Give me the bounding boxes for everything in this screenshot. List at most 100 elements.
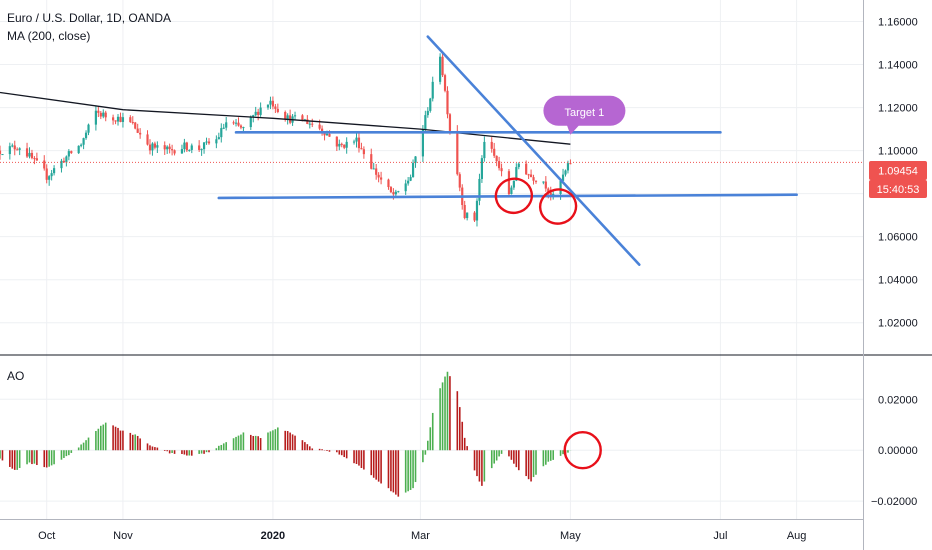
candle-body: [338, 143, 341, 147]
candle-body: [335, 136, 338, 147]
candle-body: [318, 124, 321, 129]
ao-axis[interactable]: 0.02000 0.00000 −0.02000: [871, 394, 918, 508]
candle-body: [345, 141, 348, 148]
candle-body: [65, 156, 68, 163]
candle-body: [495, 155, 498, 162]
candle-body: [517, 163, 520, 168]
candle-body: [266, 104, 270, 108]
candle-body: [148, 144, 152, 151]
candle-body: [414, 156, 417, 163]
candle-body: [352, 141, 356, 143]
candle-body: [11, 145, 14, 147]
candle-body: [60, 160, 63, 169]
candle-body: [424, 115, 427, 130]
price-tick-label: 1.06000: [878, 232, 918, 244]
last-price-rect: [869, 161, 927, 180]
candle-body: [507, 171, 511, 195]
candle-body: [439, 56, 442, 82]
support-line[interactable]: [217, 193, 798, 200]
callout-text: Target 1: [565, 107, 605, 119]
time-tick-label: Nov: [113, 530, 133, 542]
candle-body: [153, 143, 156, 148]
candle-body: [525, 163, 528, 175]
price-tick-label: 1.04000: [878, 275, 918, 287]
candle-body: [1, 154, 4, 156]
candle-body: [466, 212, 469, 219]
candle-body: [205, 141, 208, 143]
ao-histogram: [0, 371, 572, 497]
candle-body: [274, 106, 277, 109]
candle-body: [284, 111, 287, 120]
candle-body: [421, 129, 424, 157]
hand-drawn-circle-2[interactable]: [537, 186, 579, 227]
candle-body: [377, 174, 380, 178]
candle-body: [82, 138, 85, 145]
candle-body: [429, 98, 432, 111]
candle-body: [552, 193, 555, 196]
candle-body: [475, 200, 479, 221]
candle-body: [18, 148, 21, 150]
candle-body: [343, 144, 346, 148]
candle-body: [200, 149, 203, 151]
candle-body: [362, 149, 365, 155]
candle-body: [559, 180, 562, 194]
last-price-tag: 1.09454 15:40:53: [869, 161, 927, 198]
candle-body: [542, 181, 545, 183]
candle-body: [293, 115, 297, 117]
price-axis[interactable]: 1.020001.040001.060001.080001.100001.120…: [878, 17, 918, 330]
candle-body: [372, 168, 375, 170]
candle-body: [28, 152, 31, 157]
candle-body: [48, 176, 51, 180]
candle-body: [168, 146, 171, 150]
candle-body: [328, 133, 331, 137]
time-tick-label: Mar: [411, 530, 430, 542]
candle-body: [171, 149, 174, 151]
candle-body: [340, 143, 343, 145]
candle-body: [446, 90, 449, 115]
candle-body: [217, 137, 220, 140]
target-callout[interactable]: Target 1: [543, 95, 626, 135]
candle-body: [510, 187, 513, 195]
candle-body: [306, 119, 309, 124]
candle-body: [527, 174, 530, 176]
candle-body: [43, 160, 46, 169]
candle-body: [411, 162, 415, 178]
candle-body: [441, 56, 444, 76]
candle-body: [515, 167, 518, 181]
candle-body: [458, 174, 461, 188]
trend-line[interactable]: [426, 35, 641, 266]
candle-body: [87, 124, 90, 133]
candle-body: [325, 133, 329, 136]
time-axis[interactable]: Oct Nov 2020 Mar May Jul Aug: [38, 530, 806, 542]
time-tick-label: Jul: [713, 530, 727, 542]
candle-body: [394, 191, 397, 195]
candle-body: [190, 145, 193, 150]
candle-body: [234, 122, 238, 124]
candle-body: [84, 132, 88, 139]
candle-body: [239, 125, 243, 128]
candle-body: [67, 151, 70, 157]
hand-drawn-circle-1[interactable]: [493, 175, 535, 216]
ao-pane[interactable]: [0, 371, 602, 497]
candle-body: [257, 111, 260, 115]
price-pane[interactable]: Target 1: [0, 35, 863, 266]
candle-body: [62, 160, 66, 163]
candle-body: [254, 111, 257, 116]
candle-body: [387, 179, 390, 188]
candle-body: [80, 144, 83, 146]
price-tick-label: 1.10000: [878, 146, 918, 158]
candle-body: [426, 110, 429, 116]
last-price-value: 1.09454: [878, 166, 918, 178]
candle-body: [232, 122, 235, 124]
candle-body: [404, 183, 407, 192]
candle-body: [547, 188, 550, 193]
candle-body: [111, 117, 115, 121]
candle-body: [355, 137, 358, 142]
candle-body: [188, 149, 191, 151]
candle-body: [276, 108, 279, 112]
candle-body: [116, 116, 120, 122]
hand-drawn-circle-ao[interactable]: [563, 431, 602, 470]
time-tick-label: May: [560, 530, 581, 542]
candle-body: [286, 115, 289, 120]
